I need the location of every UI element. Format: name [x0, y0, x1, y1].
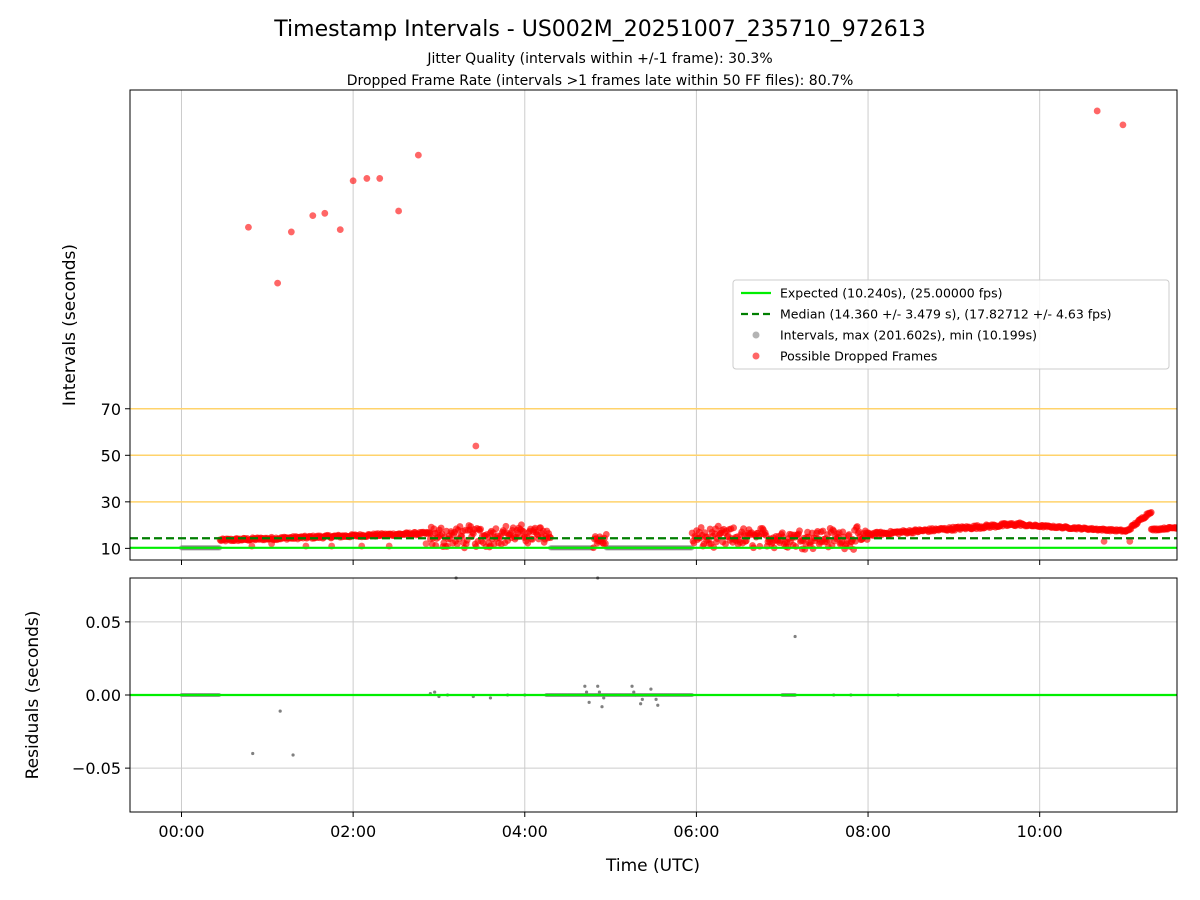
- residual-point-19: [632, 690, 636, 694]
- dropped-outlier-15: [268, 540, 276, 548]
- residual-point-2: [291, 753, 295, 757]
- residuals-plot: −0.05 0.00 0.05 00:00 02:00 04:00 06:00 08:00 10…: [72, 576, 1178, 841]
- dropped-outlier-12: [1093, 107, 1101, 115]
- top-points: [130, 107, 1177, 553]
- dropped-band-5: [864, 519, 1026, 540]
- chart-title: Timestamp Intervals - US002M_20251007_23…: [273, 17, 925, 42]
- residual-point-1: [278, 709, 282, 713]
- top-axes-frame: [129, 89, 1178, 561]
- dropped-point: [853, 523, 861, 530]
- dropped-outlier-5: [336, 226, 344, 234]
- legend-label-0: Expected (10.240s), (25.00000 fps): [780, 286, 1002, 301]
- xtick-label-2: 04:00: [502, 822, 548, 841]
- top-ytick-label-0: 10: [101, 539, 121, 558]
- top-ylabel: Intervals (seconds): [60, 244, 80, 406]
- xtick-label-4: 08:00: [845, 822, 891, 841]
- dropped-point: [502, 522, 510, 530]
- residual-point-16: [600, 705, 604, 709]
- dropped-point: [477, 525, 484, 533]
- dropped-point: [839, 528, 847, 536]
- residual-point-13: [587, 700, 591, 704]
- x-axis-label: Time (UTC): [605, 856, 700, 876]
- dropped-band-2: [487, 521, 554, 548]
- dropped-outlier-7: [363, 175, 371, 182]
- dropped-point: [697, 524, 705, 531]
- chart-subtitle-1: Jitter Quality (intervals within +/-1 fr…: [426, 51, 772, 67]
- dropped-point: [852, 537, 859, 545]
- legend: Expected (10.240s), (25.00000 fps) Median…: [732, 279, 1170, 370]
- dropped-band-7: [1122, 509, 1155, 535]
- dropped-outlier-6: [349, 177, 357, 185]
- dropped-band-8: [1147, 523, 1177, 534]
- dropped-outlier-22: [1126, 537, 1134, 545]
- dropped-point: [601, 540, 609, 547]
- legend-box: [732, 279, 1170, 370]
- residual-point-0: [251, 751, 255, 756]
- residual-point-22: [649, 687, 653, 691]
- residual-point-21: [640, 697, 644, 701]
- residual-point-20: [639, 702, 643, 706]
- dropped-point: [528, 535, 536, 543]
- dropped-point: [517, 521, 525, 529]
- residual-point-11: [583, 684, 587, 688]
- dropped-outlier-8: [376, 175, 384, 182]
- residual-point-17: [602, 696, 606, 700]
- dropped-band-0: [216, 528, 434, 545]
- residual-point-15: [597, 690, 602, 694]
- residual-point-14: [596, 684, 600, 688]
- residual-point-12: [584, 690, 589, 694]
- top-ytick-label-3: 70: [101, 400, 121, 419]
- residual-point-4: [433, 690, 437, 694]
- dropped-point: [1173, 524, 1177, 532]
- legend-label-2: Intervals, max (201.602s), min (10.199s): [780, 328, 1037, 343]
- dropped-outlier-11: [472, 442, 480, 450]
- dropped-point: [602, 530, 610, 538]
- bottom-ytick-label-0: −0.05: [72, 759, 121, 778]
- dropped-point: [730, 524, 738, 532]
- dropped-point: [796, 527, 803, 535]
- dropped-outlier-0: [245, 223, 252, 231]
- residual-point-25: [793, 634, 797, 639]
- top-ytick-label-2: 50: [101, 446, 121, 465]
- legend-label-3: Possible Dropped Frames: [780, 349, 937, 364]
- residual-point-23: [654, 697, 658, 701]
- dropped-outlier-4: [321, 209, 329, 217]
- residual-point-24: [656, 703, 660, 707]
- dropped-outlier-20: [422, 540, 430, 548]
- dropped-point: [740, 525, 747, 533]
- intervals-plot: 10 30 50 70: [101, 89, 1178, 565]
- bottom-ytick-label-1: 0.00: [85, 686, 121, 705]
- legend-swatch-marker-2: [752, 331, 760, 339]
- bottom-ylabel: Residuals (seconds): [23, 611, 43, 780]
- dropped-outlier-1: [274, 279, 282, 287]
- residual-point-8: [488, 696, 493, 700]
- xtick-label-1: 02:00: [330, 822, 376, 841]
- dropped-point: [453, 540, 461, 548]
- xtick-label-5: 10:00: [1017, 822, 1063, 841]
- dropped-outlier-3: [309, 212, 317, 220]
- dropped-outlier-21: [1100, 537, 1108, 545]
- top-ytick-label-1: 30: [101, 493, 121, 512]
- legend-label-1: Median (14.360 +/- 3.479 s), (17.82712 +…: [780, 307, 1111, 322]
- xtick-label-3: 06:00: [673, 822, 719, 841]
- legend-swatch-marker-3: [752, 352, 760, 360]
- dropped-outlier-13: [1119, 121, 1127, 129]
- dropped-point: [437, 524, 445, 532]
- dropped-outlier-2: [287, 228, 295, 236]
- residual-point-18: [630, 684, 634, 688]
- bottom-points: [130, 634, 1177, 757]
- bottom-ytick-label-2: 0.05: [85, 613, 121, 632]
- dropped-point: [519, 527, 527, 535]
- dropped-point: [845, 531, 853, 538]
- dropped-outlier-9: [395, 207, 403, 215]
- dropped-band-6: [1019, 521, 1129, 535]
- xtick-label-0: 00:00: [158, 822, 204, 841]
- dropped-point: [1147, 509, 1155, 516]
- dropped-outlier-10: [414, 151, 422, 159]
- chart-subtitle-2: Dropped Frame Rate (intervals >1 frames …: [347, 73, 854, 89]
- dropped-point: [722, 540, 729, 548]
- dropped-point: [492, 525, 500, 533]
